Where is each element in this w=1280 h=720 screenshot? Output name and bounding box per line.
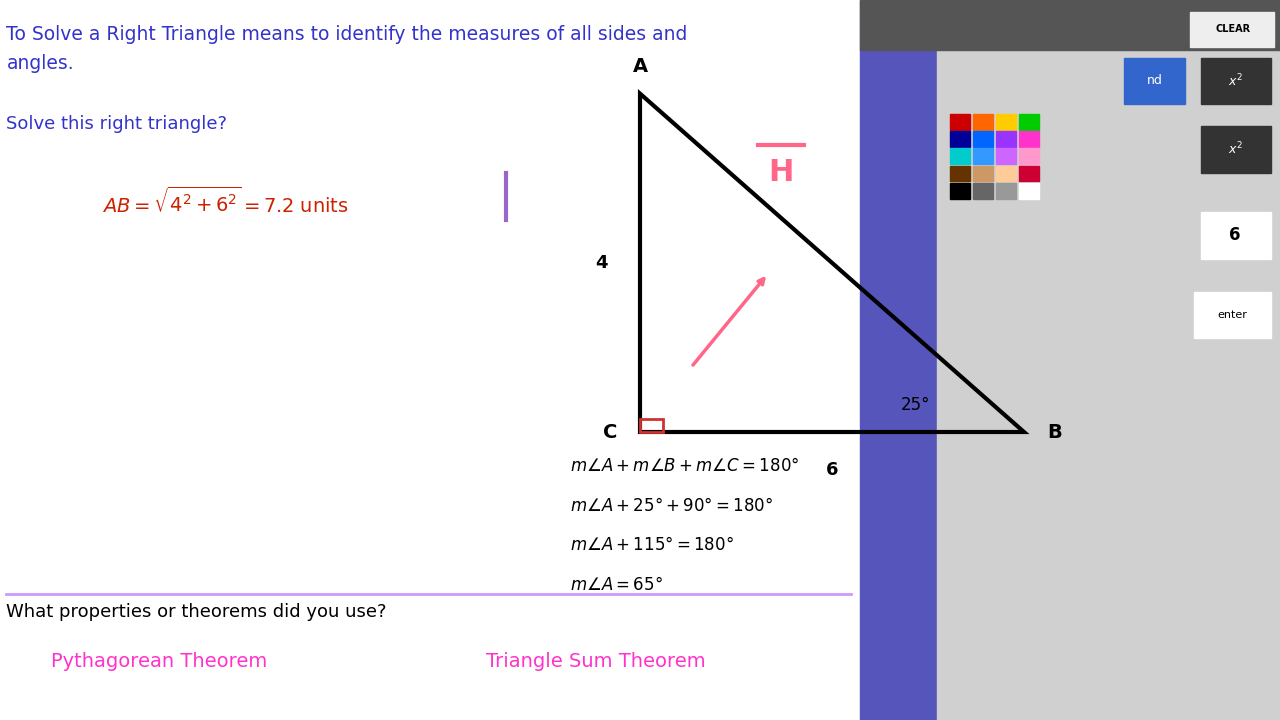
- Bar: [950, 166, 970, 181]
- Bar: [1201, 212, 1271, 259]
- Text: A: A: [632, 57, 648, 76]
- Text: $x^2$: $x^2$: [1228, 72, 1243, 89]
- Text: 25°: 25°: [900, 396, 931, 414]
- Bar: [950, 183, 970, 199]
- Text: 4: 4: [595, 254, 608, 271]
- Bar: [860, 0, 937, 720]
- Text: $m\angle A = 65°$: $m\angle A = 65°$: [570, 576, 662, 594]
- Bar: [973, 114, 993, 130]
- Bar: [996, 131, 1016, 147]
- Text: 6: 6: [1230, 226, 1240, 244]
- Text: Pythagorean Theorem: Pythagorean Theorem: [51, 652, 268, 670]
- Text: CLEAR: CLEAR: [1215, 24, 1251, 34]
- Text: $AB= \sqrt{4^2 + 6^2} = 7.2\ \mathrm{units}$: $AB= \sqrt{4^2 + 6^2} = 7.2\ \mathrm{uni…: [102, 187, 349, 217]
- Bar: [996, 148, 1016, 164]
- Text: $\mathbf{H}$: $\mathbf{H}$: [768, 158, 794, 187]
- Bar: [1019, 131, 1039, 147]
- Text: B: B: [1047, 423, 1062, 441]
- Bar: [1124, 58, 1185, 104]
- Text: To Solve a Right Triangle means to identify the measures of all sides and: To Solve a Right Triangle means to ident…: [6, 25, 687, 44]
- Bar: [973, 131, 993, 147]
- Text: $m\angle A + 115° = 180°$: $m\angle A + 115° = 180°$: [570, 536, 733, 554]
- Bar: [1019, 183, 1039, 199]
- Bar: [996, 114, 1016, 130]
- Bar: [973, 183, 993, 199]
- Bar: [996, 166, 1016, 181]
- Text: angles.: angles.: [6, 54, 74, 73]
- Text: What properties or theorems did you use?: What properties or theorems did you use?: [6, 603, 387, 621]
- Text: Triangle Sum Theorem: Triangle Sum Theorem: [486, 652, 707, 670]
- Text: C: C: [603, 423, 617, 441]
- Bar: [1201, 126, 1271, 173]
- Bar: [996, 183, 1016, 199]
- Text: Solve this right triangle?: Solve this right triangle?: [6, 115, 228, 133]
- Text: enter: enter: [1217, 310, 1248, 320]
- Bar: [1019, 166, 1039, 181]
- Bar: [973, 166, 993, 181]
- Bar: [1019, 114, 1039, 130]
- Text: nd: nd: [1147, 74, 1162, 87]
- Bar: [950, 148, 970, 164]
- Bar: [860, 0, 1280, 50]
- Bar: [973, 148, 993, 164]
- Bar: [937, 0, 1280, 720]
- Bar: [1019, 148, 1039, 164]
- Bar: [1190, 12, 1274, 47]
- Bar: [950, 131, 970, 147]
- Bar: [1194, 292, 1271, 338]
- Bar: [1201, 58, 1271, 104]
- Text: $m\angle A + m\angle B + m\angle C = 180°$: $m\angle A + m\angle B + m\angle C = 180…: [570, 457, 799, 475]
- Text: $m\angle A + 25° + 90° = 180°$: $m\angle A + 25° + 90° = 180°$: [570, 497, 773, 515]
- Text: $x^2$: $x^2$: [1228, 140, 1243, 158]
- Bar: [950, 114, 970, 130]
- Text: 6: 6: [826, 461, 838, 479]
